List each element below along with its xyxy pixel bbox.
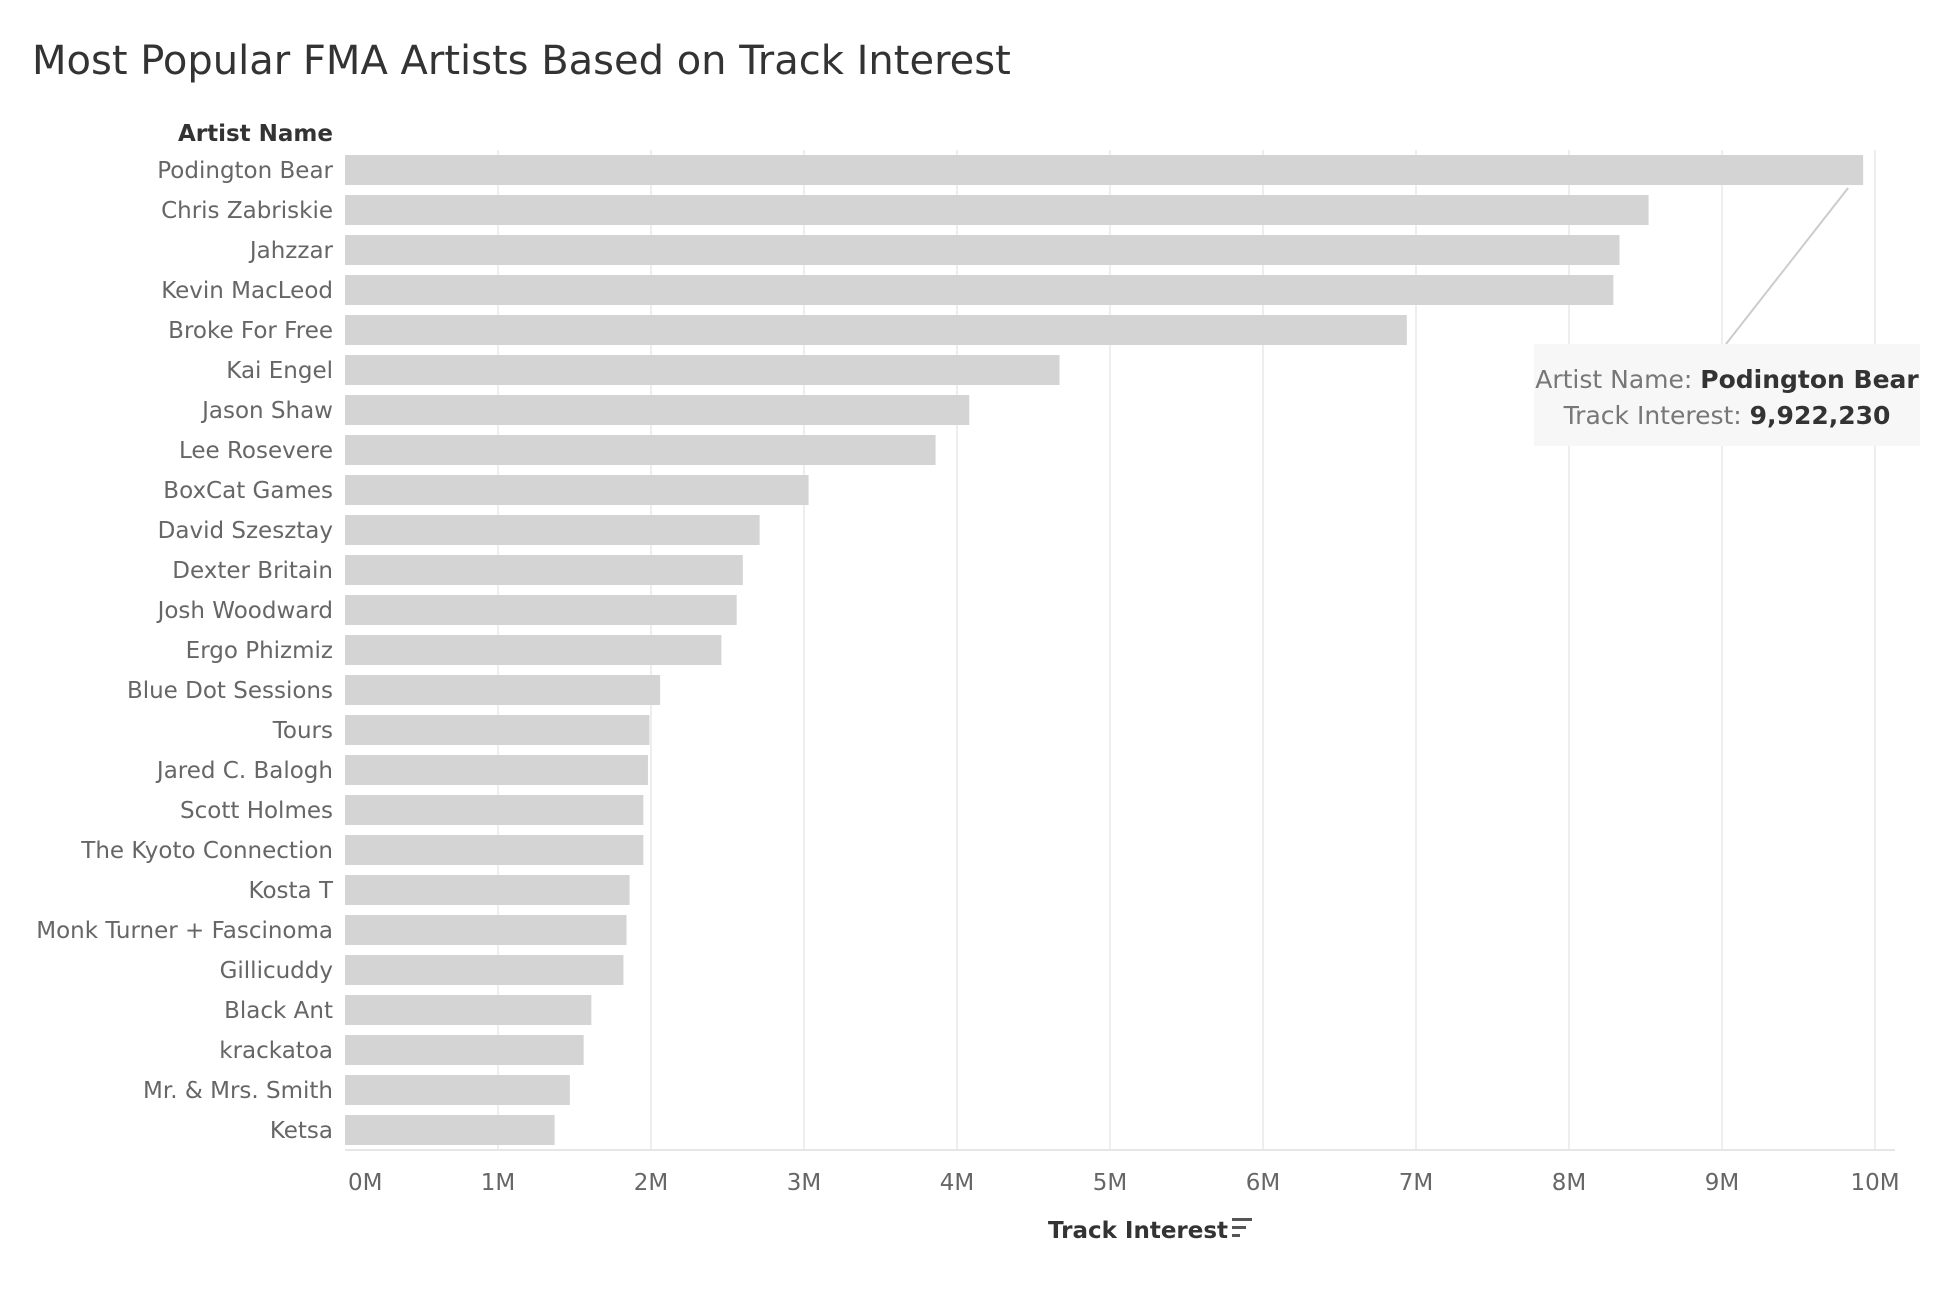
category-label: Ergo Phizmiz: [186, 638, 333, 664]
tooltip-artist-row: Artist Name: Podington Bear: [1534, 362, 1920, 398]
category-label: BoxCat Games: [163, 478, 333, 504]
x-axis-ticks: 0M 1M 2M 3M 4M 5M 6M 7M 8M 9M 10M: [348, 1170, 1900, 1196]
bar[interactable]: [345, 195, 1649, 225]
tooltip-artist-value: Podington Bear: [1700, 365, 1919, 394]
bar[interactable]: [345, 995, 592, 1025]
category-label: Podington Bear: [157, 158, 333, 184]
category-label: Tours: [272, 718, 333, 744]
bar[interactable]: [345, 795, 644, 825]
category-label: Jahzzar: [248, 238, 334, 264]
bar[interactable]: [345, 755, 648, 785]
tooltip-interest-row: Track Interest: 9,922,230: [1534, 398, 1920, 434]
category-label: Broke For Free: [168, 318, 333, 344]
category-label: Jared C. Balogh: [155, 758, 333, 784]
bar[interactable]: [345, 395, 970, 425]
category-label: Ketsa: [270, 1118, 333, 1144]
x-tick-label: 3M: [787, 1170, 821, 1196]
bar[interactable]: [345, 595, 737, 625]
tooltip-interest-label: Track Interest:: [1563, 401, 1742, 430]
category-label: Lee Rosevere: [179, 438, 333, 464]
tooltip-artist-label: Artist Name:: [1535, 365, 1693, 394]
category-label: Blue Dot Sessions: [127, 678, 333, 704]
category-label: Kevin MacLeod: [161, 278, 333, 304]
category-label: Dexter Britain: [172, 558, 333, 584]
bar[interactable]: [345, 155, 1864, 185]
category-labels: Podington Bear Chris Zabriskie Jahzzar Kevi…: [36, 158, 334, 1144]
bar[interactable]: [345, 1115, 555, 1145]
bar[interactable]: [345, 555, 743, 585]
bar[interactable]: [345, 515, 760, 545]
category-label: Kosta T: [249, 878, 334, 904]
category-label: Scott Holmes: [180, 798, 333, 824]
x-tick-label: 2M: [634, 1170, 668, 1196]
x-tick-label: 0M: [348, 1170, 382, 1196]
tooltip-leader-line: [1725, 187, 1849, 345]
category-label: krackatoa: [219, 1038, 333, 1064]
x-tick-label: 9M: [1705, 1170, 1739, 1196]
x-tick-label: 7M: [1399, 1170, 1433, 1196]
category-label: David Szesztay: [158, 518, 333, 544]
category-label: Gillicuddy: [220, 958, 333, 984]
x-tick-label: 1M: [481, 1170, 515, 1196]
tooltip-interest-value: 9,922,230: [1749, 401, 1891, 430]
bars: [345, 155, 1864, 1145]
category-label: Monk Turner + Fascinoma: [36, 918, 333, 944]
x-tick-label: 10M: [1850, 1170, 1899, 1196]
x-tick-label: 6M: [1246, 1170, 1280, 1196]
bar[interactable]: [345, 915, 627, 945]
bar[interactable]: [345, 635, 722, 665]
bar[interactable]: [345, 235, 1620, 265]
bar[interactable]: [345, 1035, 584, 1065]
bar[interactable]: [345, 315, 1407, 345]
category-label: Chris Zabriskie: [161, 198, 333, 224]
bar[interactable]: [345, 675, 661, 705]
category-label: Mr. & Mrs. Smith: [143, 1078, 333, 1104]
bar[interactable]: [345, 875, 630, 905]
bar[interactable]: [345, 275, 1614, 305]
bar[interactable]: [345, 435, 936, 465]
category-label: Kai Engel: [226, 358, 333, 384]
y-axis-title: Artist Name: [178, 121, 333, 147]
x-tick-label: 5M: [1093, 1170, 1127, 1196]
category-label: Jason Shaw: [200, 398, 333, 424]
x-tick-label: 8M: [1552, 1170, 1586, 1196]
bar[interactable]: [345, 475, 809, 505]
bar[interactable]: [345, 715, 650, 745]
bar[interactable]: [345, 1075, 570, 1105]
chart-title: Most Popular FMA Artists Based on Track …: [32, 38, 1011, 84]
sort-descending-icon[interactable]: [1232, 1218, 1252, 1237]
category-label: The Kyoto Connection: [80, 838, 333, 864]
tooltip: Artist Name: Podington Bear Track Intere…: [1534, 344, 1920, 446]
category-label: Josh Woodward: [156, 598, 333, 624]
category-label: Black Ant: [224, 998, 333, 1024]
bar[interactable]: [345, 835, 644, 865]
bar[interactable]: [345, 355, 1060, 385]
bar[interactable]: [345, 955, 624, 985]
x-axis-title[interactable]: Track Interest: [1048, 1218, 1228, 1244]
x-tick-label: 4M: [940, 1170, 974, 1196]
